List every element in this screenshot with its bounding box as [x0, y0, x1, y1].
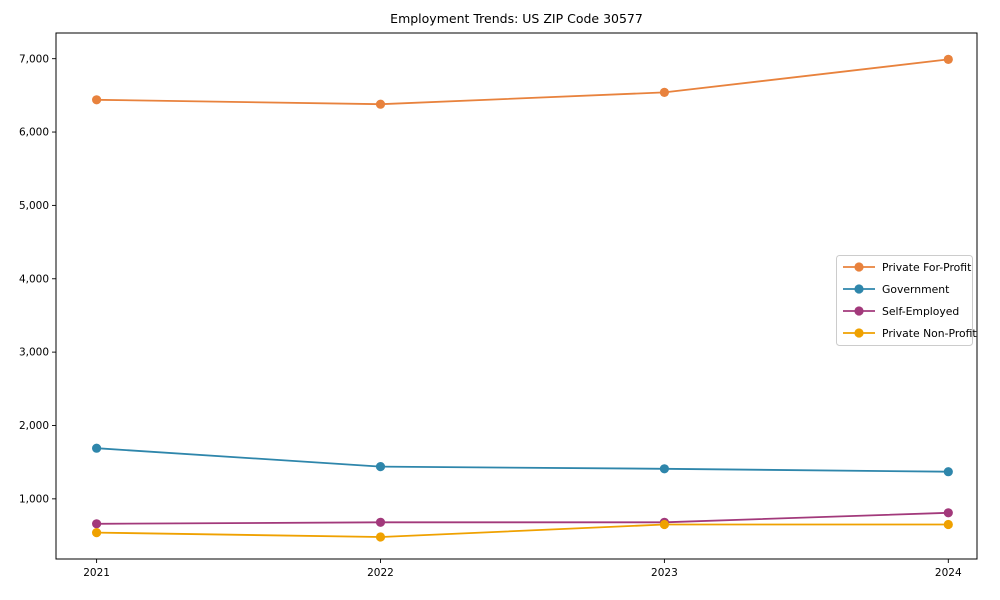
data-point-private-for-profit-2023 [659, 87, 670, 97]
legend-marker-dot-private-non-profit [854, 328, 864, 338]
series-line-private-for-profit [96, 58, 949, 106]
x-tick-label: 2022 [367, 567, 394, 579]
x-tick-label: 2023 [651, 567, 678, 579]
x-tick-label: 2021 [83, 567, 110, 579]
data-point-private-non-profit-2021 [92, 528, 102, 538]
legend-label-self-employed: Self-Employed [882, 305, 959, 318]
x-tick-label: 2024 [935, 567, 962, 579]
data-point-government-2022 [375, 462, 386, 472]
data-point-government-2023 [659, 464, 670, 474]
series-line-private-non-profit [96, 523, 949, 538]
series-line-government [96, 447, 949, 473]
data-point-self-employed-2024 [943, 508, 953, 518]
y-tick-label: 5,000 [19, 200, 49, 212]
y-tick-label: 3,000 [19, 347, 49, 359]
data-point-private-for-profit-2022 [375, 99, 386, 109]
legend-label-private-for-profit: Private For-Profit [882, 261, 971, 274]
y-tick-label: 2,000 [19, 420, 49, 432]
y-tick-label: 1,000 [19, 493, 49, 505]
data-point-private-non-profit-2024 [943, 519, 953, 530]
legend: Private For-Profit Government Self-Employe… [836, 255, 977, 346]
data-point-government-2024 [943, 467, 953, 477]
data-point-self-employed-2022 [375, 517, 386, 527]
data-point-private-for-profit-2024 [943, 54, 953, 64]
data-point-private-for-profit-2021 [92, 95, 102, 105]
legend-label-private-non-profit: Private Non-Profit [882, 327, 977, 340]
y-tick-label: 6,000 [19, 127, 49, 139]
legend-label-government: Government [882, 283, 949, 296]
data-point-government-2021 [92, 443, 102, 453]
plot-border [55, 32, 978, 560]
chart-title: Employment Trends: US ZIP Code 30577 [390, 11, 643, 26]
data-point-private-non-profit-2022 [375, 532, 386, 542]
data-point-self-employed-2021 [92, 519, 102, 529]
legend-marker-dot-government [854, 284, 864, 294]
series-line-self-employed [96, 511, 949, 525]
legend-marker-dot-self-employed [854, 306, 864, 316]
y-tick-label: 4,000 [19, 273, 49, 285]
data-point-private-non-profit-2023 [659, 519, 670, 530]
y-tick-label: 7,000 [19, 53, 49, 65]
legend-marker-dot-private-for-profit [854, 262, 864, 272]
legend-box [836, 255, 973, 346]
